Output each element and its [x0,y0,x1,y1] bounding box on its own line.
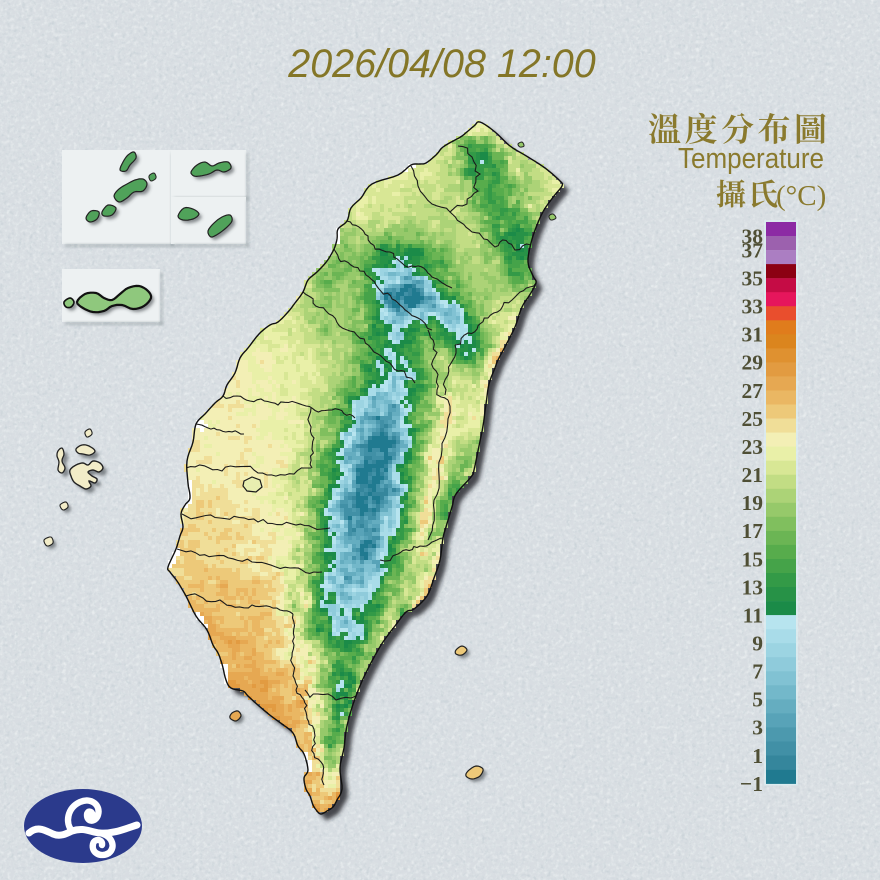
svg-text:3: 3 [752,716,763,740]
svg-text:21: 21 [742,463,764,487]
svg-text:25: 25 [742,407,764,431]
svg-text:19: 19 [742,491,764,515]
svg-text:33: 33 [742,295,764,319]
svg-text:29: 29 [742,351,764,375]
svg-text:27: 27 [742,379,764,403]
svg-text:31: 31 [742,323,764,347]
svg-text:38: 38 [742,224,764,248]
svg-text:5: 5 [752,688,763,712]
svg-text:23: 23 [742,435,764,459]
svg-text:15: 15 [742,547,764,571]
svg-text:Temperature: Temperature [678,143,824,175]
svg-text:1: 1 [752,744,763,768]
svg-text:2026/04/08 12:00: 2026/04/08 12:00 [287,42,596,86]
svg-text:13: 13 [742,575,764,599]
svg-text:9: 9 [752,632,763,656]
svg-text:37: 37 [742,238,764,262]
svg-text:(°C): (°C) [776,180,826,212]
svg-text:17: 17 [742,519,764,543]
svg-text:35: 35 [742,267,764,291]
svg-text:11: 11 [743,603,763,627]
svg-text:−1: −1 [740,772,763,796]
svg-text:7: 7 [752,660,763,684]
